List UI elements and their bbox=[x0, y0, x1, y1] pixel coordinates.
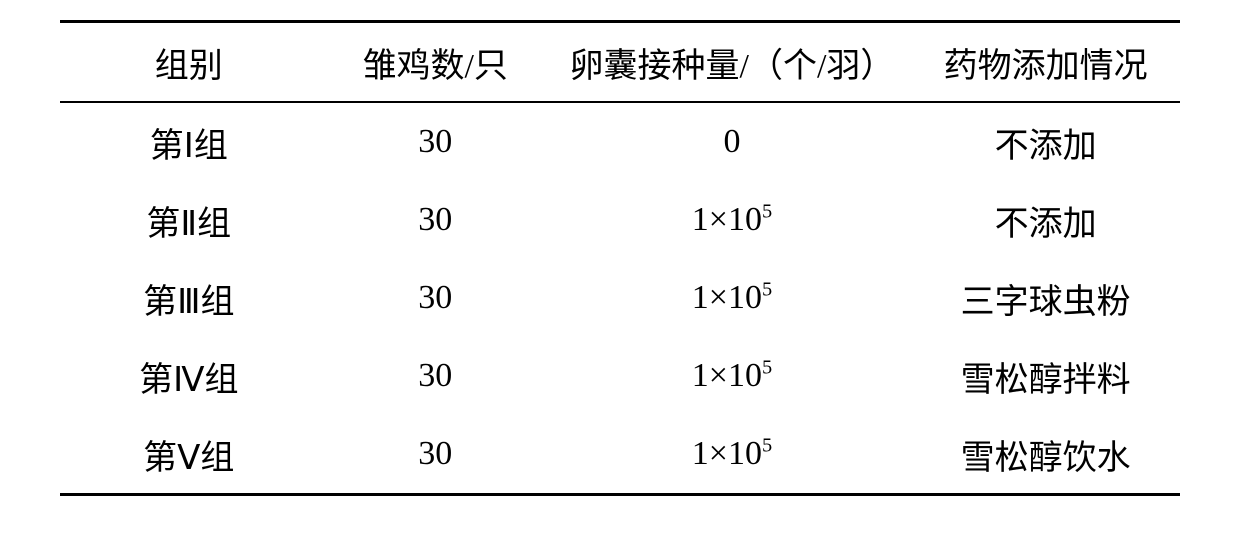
table-body: 第Ⅰ组300不添加第Ⅱ组301×105不添加第Ⅲ组301×105三字球虫粉第Ⅳ组… bbox=[60, 102, 1180, 495]
cell-chicks: 30 bbox=[318, 102, 553, 181]
table-header-row: 组别 雏鸡数/只 卵囊接种量/（个/羽） 药物添加情况 bbox=[60, 22, 1180, 103]
table-row: 第Ⅳ组301×105雪松醇拌料 bbox=[60, 337, 1180, 415]
col-header-dose: 卵囊接种量/（个/羽） bbox=[553, 22, 911, 103]
cell-group: 第Ⅳ组 bbox=[60, 337, 318, 415]
cell-group: 第Ⅲ组 bbox=[60, 259, 318, 337]
cell-drug: 雪松醇拌料 bbox=[911, 337, 1180, 415]
cell-chicks: 30 bbox=[318, 337, 553, 415]
table-row: 第Ⅲ组301×105三字球虫粉 bbox=[60, 259, 1180, 337]
cell-group: 第Ⅱ组 bbox=[60, 181, 318, 259]
cell-dose: 1×105 bbox=[553, 259, 911, 337]
cell-drug: 不添加 bbox=[911, 181, 1180, 259]
cell-group: 第Ⅴ组 bbox=[60, 415, 318, 495]
col-header-group: 组别 bbox=[60, 22, 318, 103]
table-row: 第Ⅴ组301×105雪松醇饮水 bbox=[60, 415, 1180, 495]
page: 组别 雏鸡数/只 卵囊接种量/（个/羽） 药物添加情况 第Ⅰ组300不添加第Ⅱ组… bbox=[0, 0, 1240, 533]
col-header-drug: 药物添加情况 bbox=[911, 22, 1180, 103]
cell-drug: 雪松醇饮水 bbox=[911, 415, 1180, 495]
cell-chicks: 30 bbox=[318, 259, 553, 337]
table-row: 第Ⅰ组300不添加 bbox=[60, 102, 1180, 181]
cell-dose: 1×105 bbox=[553, 337, 911, 415]
experiment-table: 组别 雏鸡数/只 卵囊接种量/（个/羽） 药物添加情况 第Ⅰ组300不添加第Ⅱ组… bbox=[60, 20, 1180, 496]
cell-chicks: 30 bbox=[318, 415, 553, 495]
cell-chicks: 30 bbox=[318, 181, 553, 259]
table-row: 第Ⅱ组301×105不添加 bbox=[60, 181, 1180, 259]
cell-drug: 不添加 bbox=[911, 102, 1180, 181]
col-header-chicks: 雏鸡数/只 bbox=[318, 22, 553, 103]
cell-dose: 0 bbox=[553, 102, 911, 181]
cell-group: 第Ⅰ组 bbox=[60, 102, 318, 181]
cell-dose: 1×105 bbox=[553, 415, 911, 495]
cell-dose: 1×105 bbox=[553, 181, 911, 259]
cell-drug: 三字球虫粉 bbox=[911, 259, 1180, 337]
